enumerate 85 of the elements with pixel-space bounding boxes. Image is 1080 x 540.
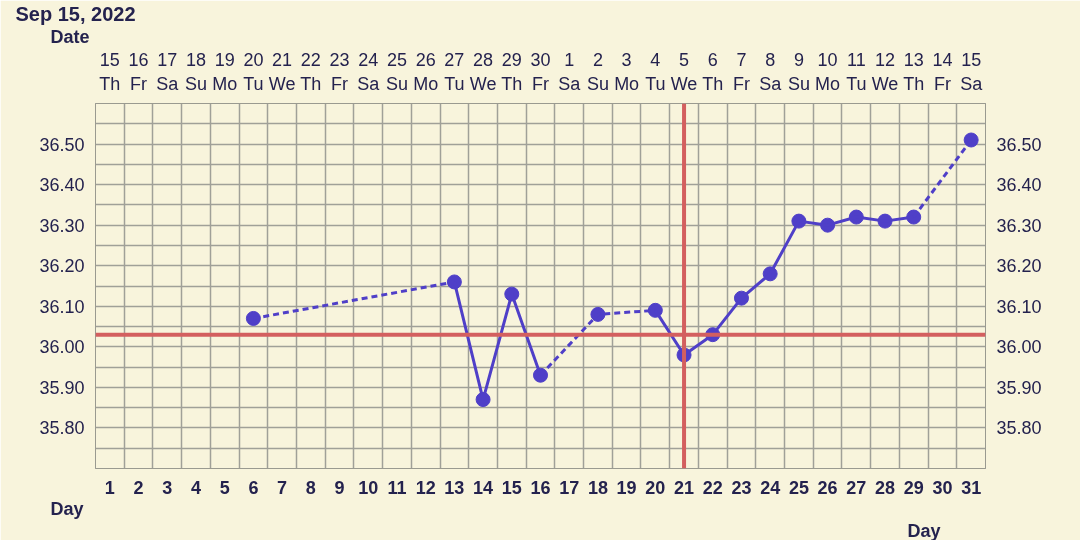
y2-tick-label: 36.20 <box>996 256 1042 277</box>
x-tick-label: 26 Mo <box>413 49 439 94</box>
y2-tick-label: 36.50 <box>996 134 1042 155</box>
y-tick-label: 36.10 <box>39 296 85 317</box>
x-tick-label: 18 Su <box>184 49 208 94</box>
point <box>245 310 261 326</box>
x-tick-label: 2 Su <box>586 49 609 94</box>
x2-tick-label: 25 <box>788 477 809 498</box>
x-axis-title: Date <box>50 26 90 47</box>
x2-tick-label: 5 <box>219 477 230 498</box>
x2-tick-label: 30 <box>932 477 953 498</box>
text: Day <box>907 520 941 540</box>
x-tick-label: 20 Tu <box>243 49 264 94</box>
x-tick-label: 16 Fr <box>128 49 149 94</box>
x-tick-label: 22 Th <box>300 49 322 94</box>
y-tick-label: 36.00 <box>39 337 85 358</box>
x2-tick-label: 8 <box>305 477 316 498</box>
y2-tick-label: 35.90 <box>996 377 1042 398</box>
x2-tick-label: 14 <box>473 477 494 498</box>
x2-tick-label: 9 <box>334 477 345 498</box>
x2-tick-label: 10 <box>358 477 379 498</box>
point <box>590 306 606 322</box>
x2-tick-label: 22 <box>702 477 723 498</box>
x2-tick-label: 26 <box>817 477 838 498</box>
x-tick-label: 7 Fr <box>732 49 750 94</box>
x-tick-label: 5 We <box>670 49 698 94</box>
x2-tick-label: 4 <box>190 477 201 498</box>
y-tick-label: 35.90 <box>39 377 85 398</box>
x-tick-label: 1 Sa <box>558 49 582 94</box>
x2-tick-label: 11 <box>387 477 407 498</box>
y2-tick-label: 36.40 <box>996 175 1042 196</box>
x-tick-label: 25 Su <box>385 49 408 94</box>
x-tick-label: 14 Fr <box>932 49 953 94</box>
x2-tick-label: 19 <box>616 477 637 498</box>
x2-tick-label: 2 <box>133 477 144 498</box>
x2-tick-label: 1 <box>104 477 115 498</box>
x-tick-label: 13 Th <box>903 49 925 94</box>
x-tick-label: 15 Th <box>99 49 121 94</box>
x-tick-label: 8 Sa <box>759 49 783 94</box>
x2-tick-label: 24 <box>760 477 781 498</box>
x-tick-label: 27 Tu <box>444 49 465 94</box>
x2-axis-title: Day <box>50 498 84 519</box>
x-tick-label: 19 Mo <box>212 49 238 94</box>
y-tick-label: 36.40 <box>39 175 85 196</box>
x-tick-label: 15 Sa <box>960 49 984 94</box>
x-tick-label: 10 Mo <box>815 49 841 94</box>
x2-tick-label: 12 <box>415 477 436 498</box>
x-tick-label: 12 We <box>871 49 899 94</box>
x-tick-label: 17 Sa <box>156 49 180 94</box>
y-tick-label: 36.30 <box>39 215 85 236</box>
x2-tick-label: 23 <box>731 477 752 498</box>
x-tick-label: 21 We <box>268 49 296 94</box>
x2-tick-label: 20 <box>645 477 666 498</box>
x2-tick-label: 31 <box>961 477 982 498</box>
x2-tick-label: 17 <box>559 477 580 498</box>
x2-tick-label: 3 <box>162 477 173 498</box>
x-tick-label: 28 We <box>469 49 497 94</box>
chart-title: Sep 15, 2022 <box>15 2 136 25</box>
y-tick-label: 36.50 <box>39 134 85 155</box>
x-tick-label: 23 Fr <box>329 49 350 94</box>
x2-tick-label: 27 <box>846 477 867 498</box>
y2-tick-label: 35.80 <box>996 418 1042 439</box>
x2-tick-label: 16 <box>530 477 551 498</box>
x-tick-label: 6 Th <box>702 49 724 94</box>
x2-tick-label: 6 <box>248 477 259 498</box>
x-tick-label: 30 Fr <box>530 49 551 94</box>
y2-tick-label: 36.00 <box>996 337 1042 358</box>
x-tick-label: 9 Su <box>787 49 810 94</box>
x-tick-label: 29 Th <box>501 49 523 94</box>
x2-tick-label: 15 <box>501 477 522 498</box>
x2-tick-label: 29 <box>903 477 924 498</box>
y2-tick-label: 36.10 <box>996 296 1042 317</box>
x2-tick-label: 13 <box>444 477 465 498</box>
x-tick-label: 4 Tu <box>645 49 666 94</box>
x-tick-label: 11 Tu <box>846 49 867 94</box>
y-tick-label: 36.20 <box>39 256 85 277</box>
x-tick-label: 24 Sa <box>357 49 381 94</box>
y2-tick-label: 36.30 <box>996 215 1042 236</box>
x2-tick-label: 18 <box>587 477 608 498</box>
point <box>963 132 979 148</box>
x2-tick-label: 21 <box>674 477 695 498</box>
x2-tick-label: 28 <box>875 477 896 498</box>
x2-tick-label: 7 <box>277 477 288 498</box>
y-tick-label: 35.80 <box>39 418 85 439</box>
x-tick-label: 3 Mo <box>614 49 640 94</box>
